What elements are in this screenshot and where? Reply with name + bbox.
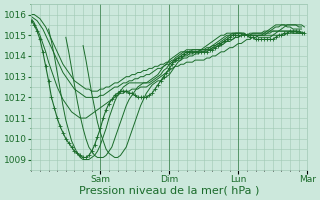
X-axis label: Pression niveau de la mer( hPa ): Pression niveau de la mer( hPa ) [79, 186, 260, 196]
